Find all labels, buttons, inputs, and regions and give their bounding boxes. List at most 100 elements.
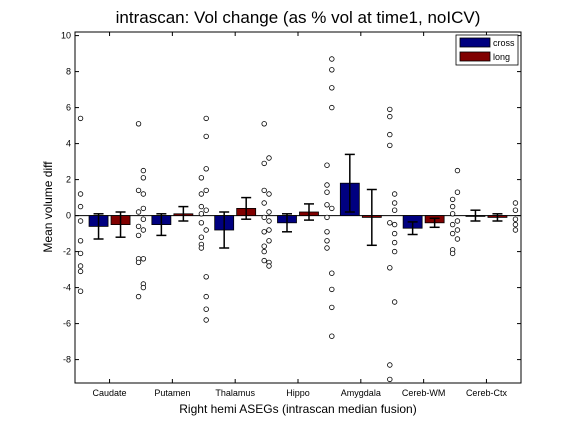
data-point-long [387,106,393,113]
data-point-long [261,200,267,206]
data-point-long [324,162,330,168]
x-tick-label: Caudate [93,388,127,398]
data-point-long [512,227,519,233]
data-point-long [261,160,267,167]
data-point-long [387,362,393,368]
data-point-cross [329,333,335,339]
data-point-long [135,259,142,266]
x-tick-label: Cereb-Ctx [466,388,508,398]
y-tick-label: 10 [61,31,71,41]
data-point-cross [77,263,84,269]
data-point-long [261,243,267,249]
data-point-long [324,202,330,208]
data-point-cross [391,207,398,213]
legend-swatch-long [459,51,491,62]
y-tick-label: 8 [66,67,71,77]
data-point-cross [266,238,272,244]
y-tick-label: 2 [66,175,71,185]
data-point-cross [140,205,147,212]
data-point-cross [77,218,84,224]
data-point-long [449,196,456,203]
data-point-cross [140,227,147,233]
data-point-cross [77,191,84,197]
data-point-long [198,234,205,240]
data-point-cross [203,274,209,280]
data-point-long [449,221,456,228]
data-point-long [135,293,142,300]
x-axis-label: Right hemi ASEGs (intrascan median fusio… [179,402,416,416]
y-tick-label: -8 [63,355,71,365]
data-point-cross [329,56,335,62]
data-point-cross [391,239,398,246]
data-point-cross [203,133,209,140]
y-tick-label: 0 [66,211,71,221]
data-point-long [387,220,393,226]
data-point-cross [140,216,147,222]
y-axis-label: Mean volume diff [41,161,55,253]
data-point-cross [454,227,461,233]
legend: cross long [455,34,519,66]
data-point-cross [454,236,461,242]
data-point-long [449,203,456,210]
data-point-long [198,211,205,217]
data-point-cross [77,238,84,244]
data-point-long [324,214,330,221]
data-point-cross [77,115,84,122]
data-point-cross [203,166,209,172]
bars [88,153,508,249]
y-tick-label: -4 [63,283,71,293]
data-point-cross [140,256,147,262]
y-tick-label: 6 [66,103,71,113]
data-point-long [135,187,142,194]
data-point-cross [391,191,398,197]
data-point-cross [391,221,398,228]
data-point-cross [329,304,335,311]
data-point-cross [329,67,335,73]
data-point-long [512,221,519,228]
legend-label-cross: cross [493,38,515,48]
data-point-cross [77,250,84,257]
data-point-cross [203,306,209,312]
x-tick-label: Thalamus [215,388,255,398]
data-point-cross [454,189,461,195]
data-point-long [198,191,205,197]
data-point-long [449,230,456,237]
data-point-cross [77,268,84,275]
data-point-cross [203,187,209,194]
data-point-long [261,121,267,127]
data-point-cross [329,85,335,91]
data-point-long [324,245,330,251]
data-point-long [449,211,456,217]
y-tick-label: 4 [66,139,71,149]
data-point-long [135,232,142,239]
data-point-long [261,257,267,264]
data-point-long [261,214,267,221]
chart-title: intrascan: Vol change (as % vol at time1… [116,8,481,27]
legend-label-long: long [493,52,510,62]
data-point-long [387,265,393,271]
data-point-cross [77,203,84,210]
data-point-long [387,131,393,138]
data-point-cross [266,155,272,161]
x-axis-ticks: Caudate Putamen Thalamus Hippo Amygdala Cereb… [93,32,508,398]
legend-swatch-cross [459,37,491,48]
data-point-long [324,229,330,235]
data-point-long [135,121,142,127]
data-point-cross [203,317,209,323]
data-point-cross [391,200,398,206]
data-point-cross [454,218,461,224]
y-axis-ticks: -8 -6 -4 -2 0 2 4 6 8 10 [61,31,521,365]
data-point-long [512,207,519,213]
x-tick-label: Amygdala [341,388,381,398]
data-point-cross [391,248,398,255]
data-point-cross [203,293,209,300]
data-point-cross [140,284,147,291]
x-tick-label: Cereb-WM [402,388,446,398]
y-tick-label: -2 [63,247,71,257]
data-point-cross [329,205,335,212]
data-point-cross [266,218,272,224]
data-point-long [449,250,456,257]
data-point-cross [140,167,147,174]
data-point-cross [329,286,335,293]
